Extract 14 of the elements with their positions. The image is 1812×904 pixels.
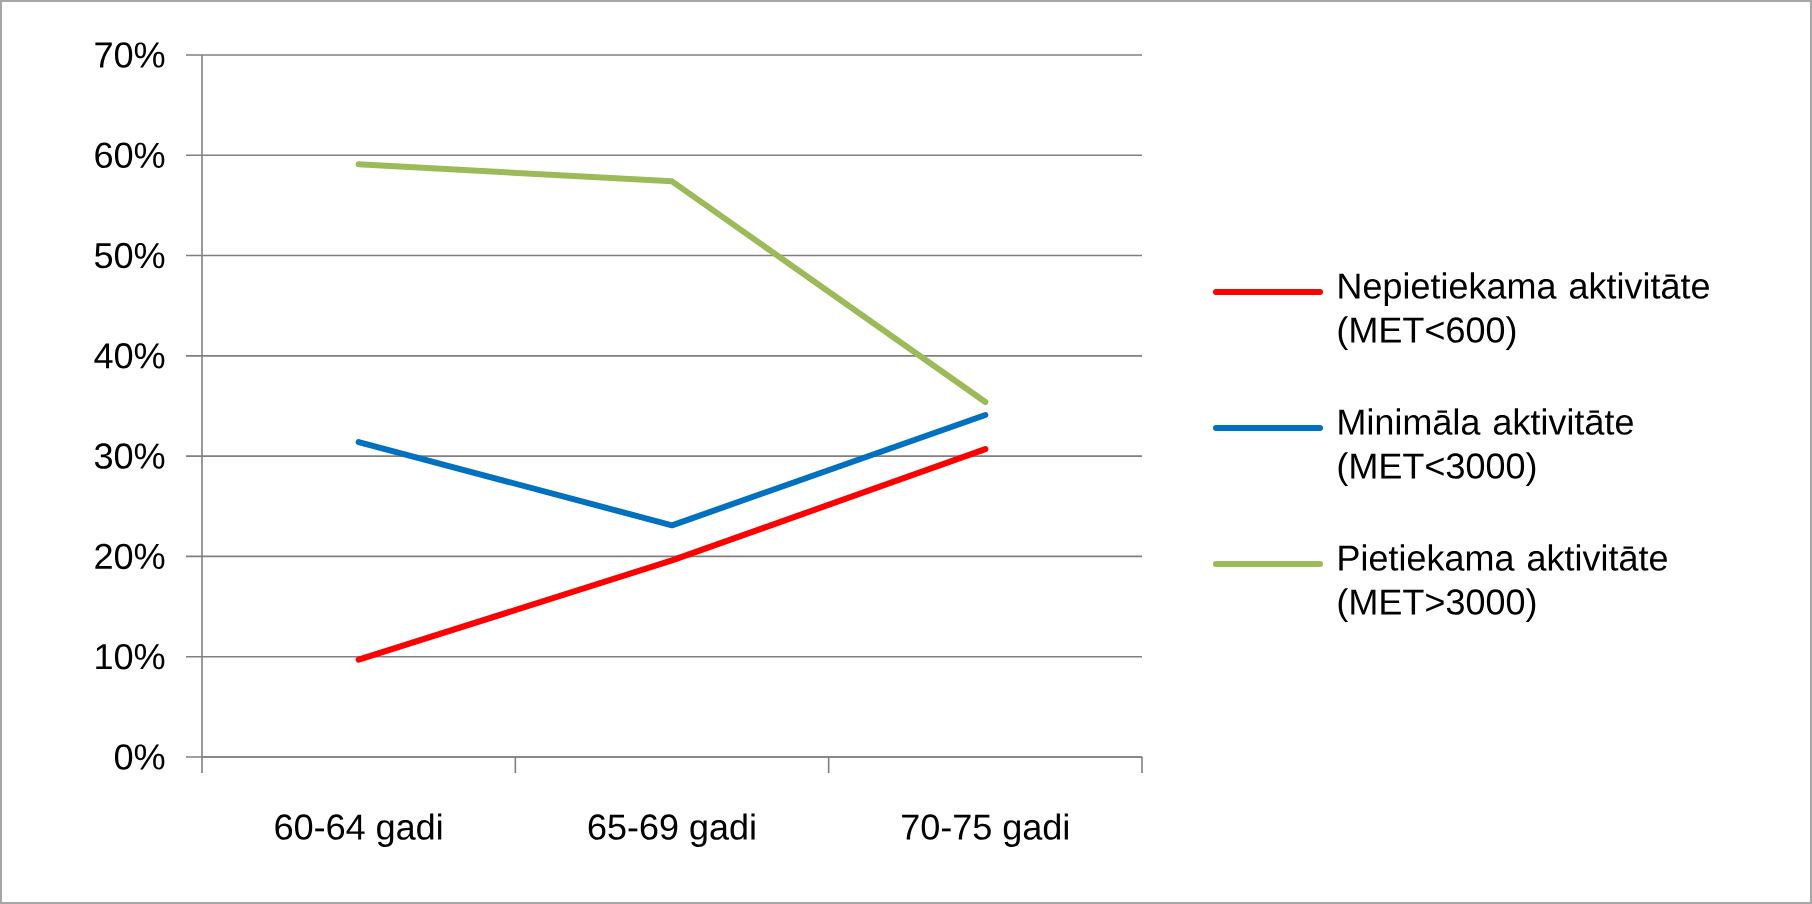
x-tick-label: 65-69 gadi	[588, 813, 755, 847]
y-tick-label: 50%	[95, 242, 165, 269]
legend-label: Nepietiekama aktivitāte (MET<600)	[1338, 272, 1709, 350]
y-tick-label: 60%	[95, 142, 165, 169]
y-tick-label: 40%	[94, 343, 165, 369]
y-tick-label: 10%	[96, 643, 165, 670]
y-tick-label: 30%	[94, 443, 165, 469]
x-tick-label: 60-64 gadi	[275, 813, 442, 847]
y-tick-label: 70%	[95, 42, 165, 68]
y-tick-label: 0%	[114, 744, 165, 770]
legend-label: Minimāla aktivitāte (MET<3000)	[1338, 408, 1633, 486]
y-tick-label: 20%	[95, 543, 165, 570]
legend-label: Pietiekama aktivitāte (MET>3000)	[1338, 544, 1667, 622]
x-tick-label: 70-75 gadi	[902, 813, 1068, 847]
